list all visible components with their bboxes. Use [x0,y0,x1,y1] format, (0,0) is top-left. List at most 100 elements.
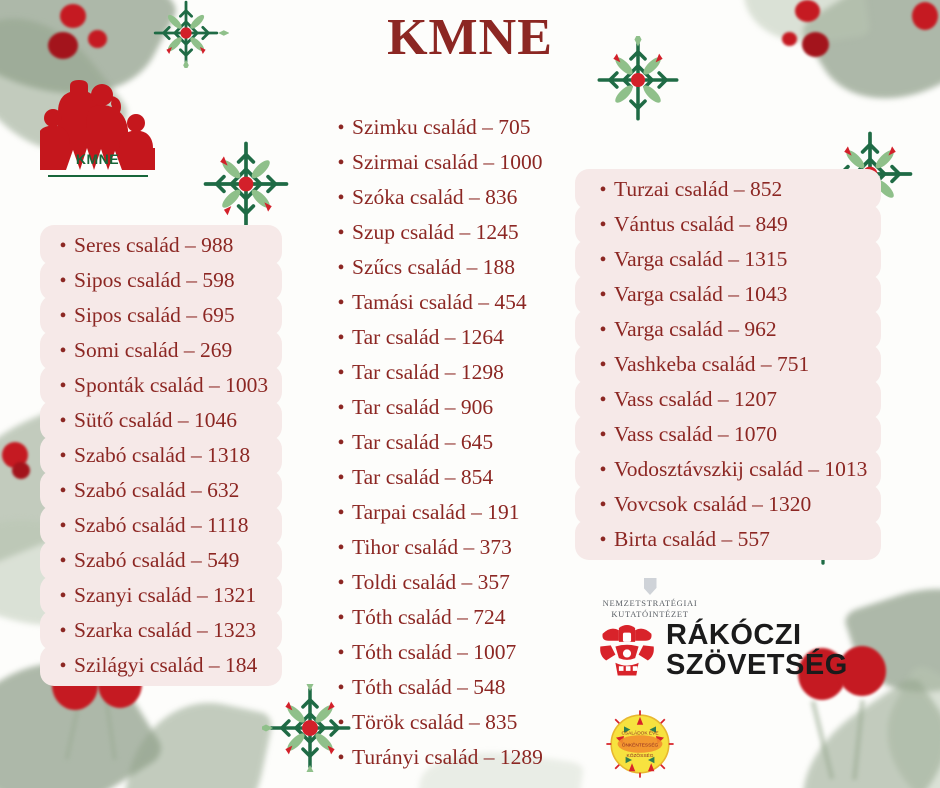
family-name-entry: Vashkeba család – 751 [614,352,810,376]
list-item: • Szabó család – 549 [39,540,283,581]
bullet-icon: • [337,467,345,489]
snowflake-icon [203,141,289,227]
list-item: • Tihor család – 373 [330,530,543,565]
bullet-icon: • [599,354,607,376]
nski-line-2: KUTATÓINTÉZET [611,609,689,619]
family-name-entry: Vántus család – 849 [614,212,788,236]
family-name-entry: Szabó család – 549 [74,548,240,572]
bullet-icon: • [59,270,67,292]
family-name-entry: Sipos család – 695 [74,303,235,327]
bullet-icon: • [599,284,607,306]
family-name-entry: Varga család – 962 [614,317,777,341]
foliage-leaf [773,673,940,788]
berry-stem [810,700,835,780]
snowflake-icon [597,36,679,121]
rakoczi-wordmark: RÁKÓCZI SZÖVETSÉG [666,620,848,680]
family-name-entry: Somi család – 269 [74,338,233,362]
list-item: • Vass család – 1070 [574,414,882,455]
family-name-entry: Tarpai család – 191 [352,500,520,524]
bullet-icon: • [59,550,67,572]
family-name-entry: Sütő család – 1046 [74,408,238,432]
bullet-icon: • [599,389,607,411]
kmne-logo-underline [48,175,148,177]
holly-berry [2,442,28,468]
family-name-entry: Turányi család – 1289 [352,745,543,769]
rakoczi-line-1: RÁKÓCZI [666,619,802,651]
list-item: • Vántus család – 849 [574,204,882,245]
list-item: • Varga család – 962 [574,309,882,350]
list-item: • Tamási család – 454 [330,285,543,320]
family-name-entry: Tóth család – 724 [352,605,506,629]
list-item: • Tóth család – 548 [330,670,543,705]
nski-line-1: NEMZETSTRATÉGIAI [602,598,698,608]
bullet-icon: • [59,515,67,537]
holly-berry [12,462,30,479]
bullet-icon: • [337,537,345,559]
rakoczi-szovetseg-logo: RÁKÓCZI SZÖVETSÉG [598,620,848,680]
list-item: • Török család – 835 [330,705,543,740]
bullet-icon: • [337,397,345,419]
family-name-entry: Turzai család – 852 [614,177,783,201]
bullet-icon: • [337,257,345,279]
family-name-entry: Varga család – 1315 [614,247,788,271]
kmne-logo: KMNE [36,78,155,183]
family-name-entry: Tar család – 1298 [352,360,504,384]
list-item: • Tóth család – 724 [330,600,543,635]
list-item: • Szabó család – 632 [39,470,283,511]
list-item: • Tarpai család – 191 [330,495,543,530]
bullet-icon: • [599,424,607,446]
bullet-icon: • [337,607,345,629]
middle-name-list: • Szimku család – 705 • Szirmai család – 10… [330,110,543,775]
rakoczi-line-2: SZÖVETSÉG [666,649,848,681]
family-name-entry: Vodosztávszkij család – 1013 [614,457,868,481]
kmne-family-silhouette-icon [36,80,155,170]
family-name-entry: Szabó család – 632 [74,478,240,502]
family-name-entry: Török család – 835 [352,710,518,734]
bullet-icon: • [59,480,67,502]
bullet-icon: • [337,362,345,384]
bullet-icon: • [337,152,345,174]
family-name-entry: Szilágyi család – 184 [74,653,258,677]
bullet-icon: • [337,642,345,664]
list-item: • Szup család – 1245 [330,215,543,250]
snowflake-icon [153,0,229,68]
family-name-entry: Toldi család – 357 [352,570,510,594]
family-name-entry: Szűcs család – 188 [352,255,516,279]
bullet-icon: • [599,179,607,201]
svg-text:ÖNKÉNTESSÉG: ÖNKÉNTESSÉG [622,741,659,748]
list-item: • Szabó család – 1118 [39,505,283,546]
bullet-icon: • [59,445,67,467]
bullet-icon: • [337,117,345,139]
family-name-entry: Tar család – 854 [352,465,494,489]
bullet-icon: • [337,747,345,769]
page-title: KMNE [387,9,553,66]
foliage-leaf [115,688,275,788]
bullet-icon: • [59,655,67,677]
family-name-entry: Tar család – 906 [352,395,494,419]
family-name-entry: Vass család – 1070 [614,422,778,446]
bullet-icon: • [59,410,67,432]
kmne-logo-text: KMNE [75,151,120,167]
family-name-entry: Tihor család – 373 [352,535,512,559]
circular-anniversary-badge: CSALÁDOK ÉVE ÖNKÉNTESSÉG KÖZÖSSÉG [606,710,674,778]
bullet-icon: • [337,432,345,454]
family-name-entry: Vovcsok család – 1320 [614,492,812,516]
list-item: • Tar család – 645 [330,425,543,460]
svg-text:KÖZÖSSÉG: KÖZÖSSÉG [627,752,654,759]
list-item: • Sipos család – 695 [39,295,283,336]
bullet-icon: • [599,459,607,481]
bullet-icon: • [337,677,345,699]
bullet-icon: • [599,494,607,516]
list-item: • Szarka család – 1323 [39,610,283,651]
list-item: • Turzai család – 852 [574,169,882,210]
bullet-icon: • [337,502,345,524]
svg-text:CSALÁDOK ÉVE: CSALÁDOK ÉVE [621,729,658,736]
family-name-entry: Szabó család – 1118 [74,513,249,537]
bullet-icon: • [337,222,345,244]
bullet-icon: • [337,572,345,594]
family-name-entry: Szanyi család – 1321 [74,583,257,607]
family-name-entry: Tar család – 645 [352,430,494,454]
list-item: • Seres család – 988 [39,225,283,266]
list-item: • Vodosztávszkij család – 1013 [574,449,882,490]
